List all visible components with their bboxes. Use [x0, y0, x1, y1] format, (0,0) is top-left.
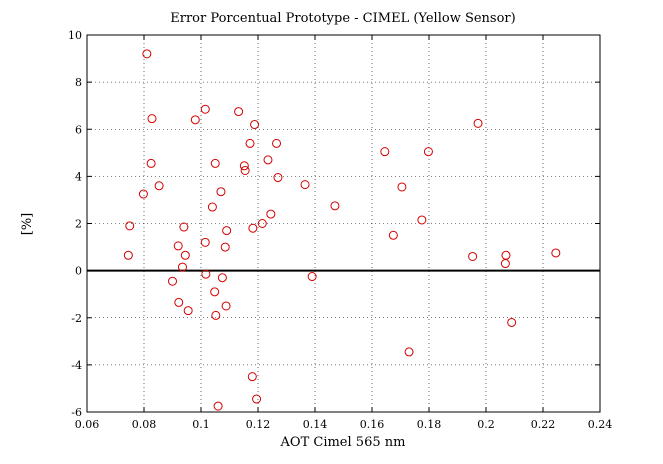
data-point: [154, 181, 164, 191]
data-point: [507, 317, 517, 327]
data-point: [210, 158, 220, 168]
data-point: [210, 287, 220, 297]
x-tick-label: 0.24: [588, 418, 613, 431]
chart-title: Error Porcentual Prototype - CIMEL (Yell…: [170, 11, 515, 26]
data-point: [473, 118, 483, 128]
data-points: [123, 49, 561, 411]
data-point: [252, 394, 262, 404]
y-tick-label: 6: [75, 123, 82, 136]
x-axis-label: AOT Cimel 565 nm: [280, 435, 406, 450]
data-point: [417, 215, 427, 225]
x-tick-labels: 0.06 0.08 0.1 0.12 0.14 0.16 0.18 0.2 0.22 0.24: [75, 418, 613, 431]
x-tick-label: 0.12: [246, 418, 271, 431]
data-point: [201, 269, 211, 279]
data-point: [200, 104, 210, 114]
y-tick-label: -6: [71, 406, 82, 419]
data-point: [468, 251, 478, 261]
data-point: [123, 250, 133, 260]
data-point: [180, 250, 190, 260]
data-point: [501, 250, 511, 260]
data-point: [240, 165, 250, 175]
data-point: [217, 273, 227, 283]
x-tick-label: 0.18: [417, 418, 442, 431]
data-point: [397, 182, 407, 192]
data-point: [388, 230, 398, 240]
data-point: [168, 276, 177, 286]
y-tick-label: 2: [75, 218, 82, 231]
data-point: [273, 173, 283, 183]
data-point: [213, 401, 223, 411]
data-point: [207, 202, 217, 212]
y-tick-label: 4: [75, 170, 82, 183]
data-point: [245, 138, 255, 148]
data-point: [138, 189, 148, 199]
x-tick-label: 0.08: [132, 418, 157, 431]
data-point: [248, 223, 258, 233]
data-point: [183, 306, 193, 316]
data-point: [234, 107, 244, 117]
x-tick-label: 0.1: [192, 418, 210, 431]
data-point: [247, 372, 257, 382]
data-point: [250, 120, 260, 130]
y-tick-labels: -6 -4 -2 0 2 4 6 8 10: [68, 29, 82, 419]
data-point: [239, 161, 249, 171]
data-point: [330, 201, 340, 211]
data-point: [147, 114, 157, 124]
x-tick-label: 0.22: [531, 418, 556, 431]
data-point: [142, 49, 152, 59]
data-point: [404, 347, 414, 357]
x-tick-label: 0.06: [75, 418, 100, 431]
data-point: [179, 222, 189, 232]
data-point: [300, 180, 310, 190]
y-tick-label: 8: [75, 76, 82, 89]
data-point: [380, 147, 390, 157]
data-point: [125, 221, 135, 231]
data-point: [222, 226, 232, 236]
y-axis-label: [%]: [20, 213, 35, 236]
y-tick-label: -4: [71, 359, 82, 372]
data-point: [216, 187, 226, 197]
y-tick-label: 0: [75, 265, 82, 278]
data-point: [173, 241, 183, 251]
x-tick-label: 0.14: [303, 418, 328, 431]
data-point: [423, 147, 433, 157]
x-tick-label: 0.2: [477, 418, 495, 431]
data-point: [174, 297, 184, 307]
data-point: [190, 115, 200, 125]
y-tick-label: 10: [68, 29, 82, 42]
data-point: [221, 301, 231, 311]
data-point: [146, 158, 156, 168]
data-point: [551, 248, 561, 258]
data-point: [177, 262, 187, 272]
axis-ticks: [86, 34, 601, 413]
data-point: [272, 138, 282, 148]
data-point: [266, 209, 276, 219]
data-point: [211, 310, 221, 320]
x-tick-label: 0.16: [360, 418, 385, 431]
y-tick-label: -2: [71, 312, 82, 325]
data-point: [307, 272, 317, 282]
data-point: [200, 237, 210, 247]
data-point: [257, 219, 267, 228]
data-point: [263, 155, 273, 165]
data-point: [220, 242, 230, 252]
